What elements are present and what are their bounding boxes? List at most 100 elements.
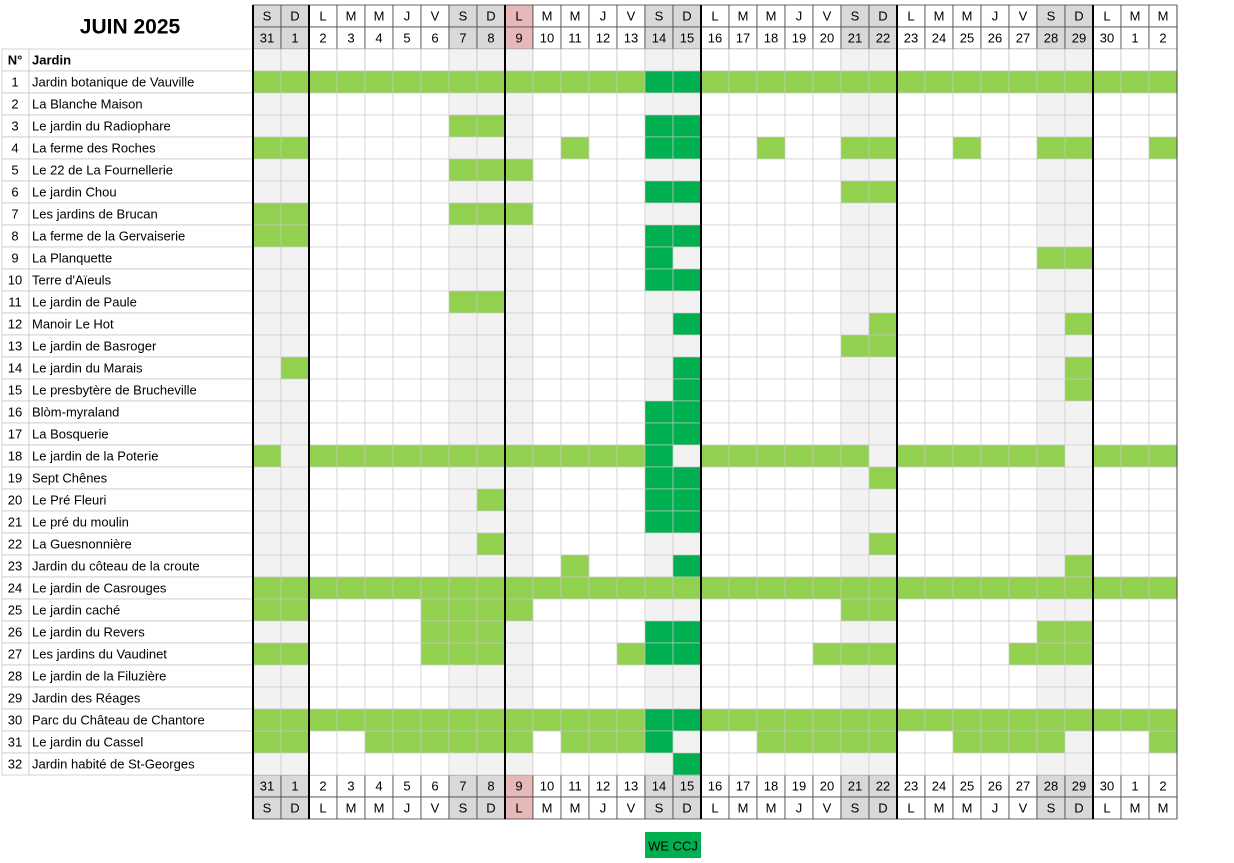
day-status xyxy=(252,334,282,358)
day-status xyxy=(728,136,758,160)
day-status xyxy=(896,114,926,138)
day-status xyxy=(588,752,618,776)
day-status xyxy=(700,488,730,512)
day-status xyxy=(420,554,450,578)
day-status xyxy=(728,400,758,424)
day-status xyxy=(448,180,478,204)
day-status xyxy=(588,312,618,336)
day-status xyxy=(868,92,898,116)
day-status xyxy=(1148,554,1178,578)
day-status xyxy=(504,378,534,402)
day-status xyxy=(896,290,926,314)
garden-number: 5 xyxy=(11,163,18,178)
day-status xyxy=(784,576,814,600)
day-status xyxy=(280,224,310,248)
day-status xyxy=(728,114,758,138)
day-status xyxy=(1120,378,1150,402)
day-status xyxy=(980,246,1010,270)
day-cell xyxy=(700,48,730,72)
garden-number: 14 xyxy=(8,361,22,376)
day-letter: J xyxy=(600,9,607,24)
day-status xyxy=(812,444,842,468)
day-status xyxy=(896,686,926,710)
day-status xyxy=(364,510,394,534)
day-status xyxy=(448,752,478,776)
day-status xyxy=(448,664,478,688)
day-status xyxy=(952,312,982,336)
day-status xyxy=(1036,356,1066,380)
day-status xyxy=(616,752,646,776)
day-status xyxy=(896,532,926,556)
day-status xyxy=(1008,510,1038,534)
day-letter: D xyxy=(682,801,691,816)
day-status xyxy=(336,334,366,358)
day-status xyxy=(532,158,562,182)
day-status xyxy=(1148,92,1178,116)
garden-number: 29 xyxy=(8,691,22,706)
day-status xyxy=(364,752,394,776)
day-status xyxy=(336,114,366,138)
day-letter: D xyxy=(1074,801,1083,816)
day-status xyxy=(252,532,282,556)
day-status xyxy=(560,620,590,644)
garden-name: Le jardin du Revers xyxy=(32,625,145,640)
day-status xyxy=(616,400,646,424)
day-status xyxy=(1036,136,1066,160)
day-cell xyxy=(840,48,870,72)
day-status xyxy=(812,752,842,776)
garden-name: Le presbytère de Brucheville xyxy=(32,383,197,398)
day-status xyxy=(1120,686,1150,710)
header-name: Jardin xyxy=(32,53,71,68)
day-status xyxy=(476,92,506,116)
day-status xyxy=(728,730,758,754)
day-status xyxy=(980,642,1010,666)
garden-name: Le Pré Fleuri xyxy=(32,493,107,508)
day-status xyxy=(252,202,282,226)
day-status xyxy=(924,466,954,490)
day-status xyxy=(336,730,366,754)
day-status xyxy=(280,466,310,490)
day-status xyxy=(728,444,758,468)
day-status xyxy=(1092,444,1122,468)
day-status xyxy=(588,180,618,204)
garden-number: 18 xyxy=(8,449,22,464)
day-cell xyxy=(728,48,758,72)
day-status xyxy=(616,466,646,490)
garden-name: La Bosquerie xyxy=(32,427,109,442)
day-status xyxy=(952,202,982,226)
day-status xyxy=(1148,400,1178,424)
day-status xyxy=(728,554,758,578)
day-status xyxy=(364,620,394,644)
day-status xyxy=(504,686,534,710)
day-letter: M xyxy=(570,801,581,816)
day-status xyxy=(672,290,702,314)
day-status xyxy=(364,290,394,314)
day-status xyxy=(308,554,338,578)
day-status xyxy=(784,356,814,380)
day-status xyxy=(1008,70,1038,94)
day-status xyxy=(868,576,898,600)
day-status xyxy=(896,400,926,424)
day-status xyxy=(308,268,338,292)
day-status xyxy=(448,598,478,622)
day-status xyxy=(504,92,534,116)
day-status xyxy=(280,290,310,314)
day-status xyxy=(980,268,1010,292)
day-cell xyxy=(616,48,646,72)
day-status xyxy=(532,576,562,600)
day-status xyxy=(924,136,954,160)
day-status xyxy=(252,708,282,732)
day-status xyxy=(924,202,954,226)
day-status xyxy=(728,708,758,732)
day-status xyxy=(1120,70,1150,94)
day-status xyxy=(1064,180,1094,204)
day-status xyxy=(336,378,366,402)
day-status xyxy=(560,752,590,776)
day-status xyxy=(280,752,310,776)
day-status xyxy=(1120,246,1150,270)
day-status xyxy=(1008,598,1038,622)
day-status xyxy=(952,114,982,138)
day-status xyxy=(672,598,702,622)
day-status xyxy=(672,378,702,402)
day-status xyxy=(952,334,982,358)
